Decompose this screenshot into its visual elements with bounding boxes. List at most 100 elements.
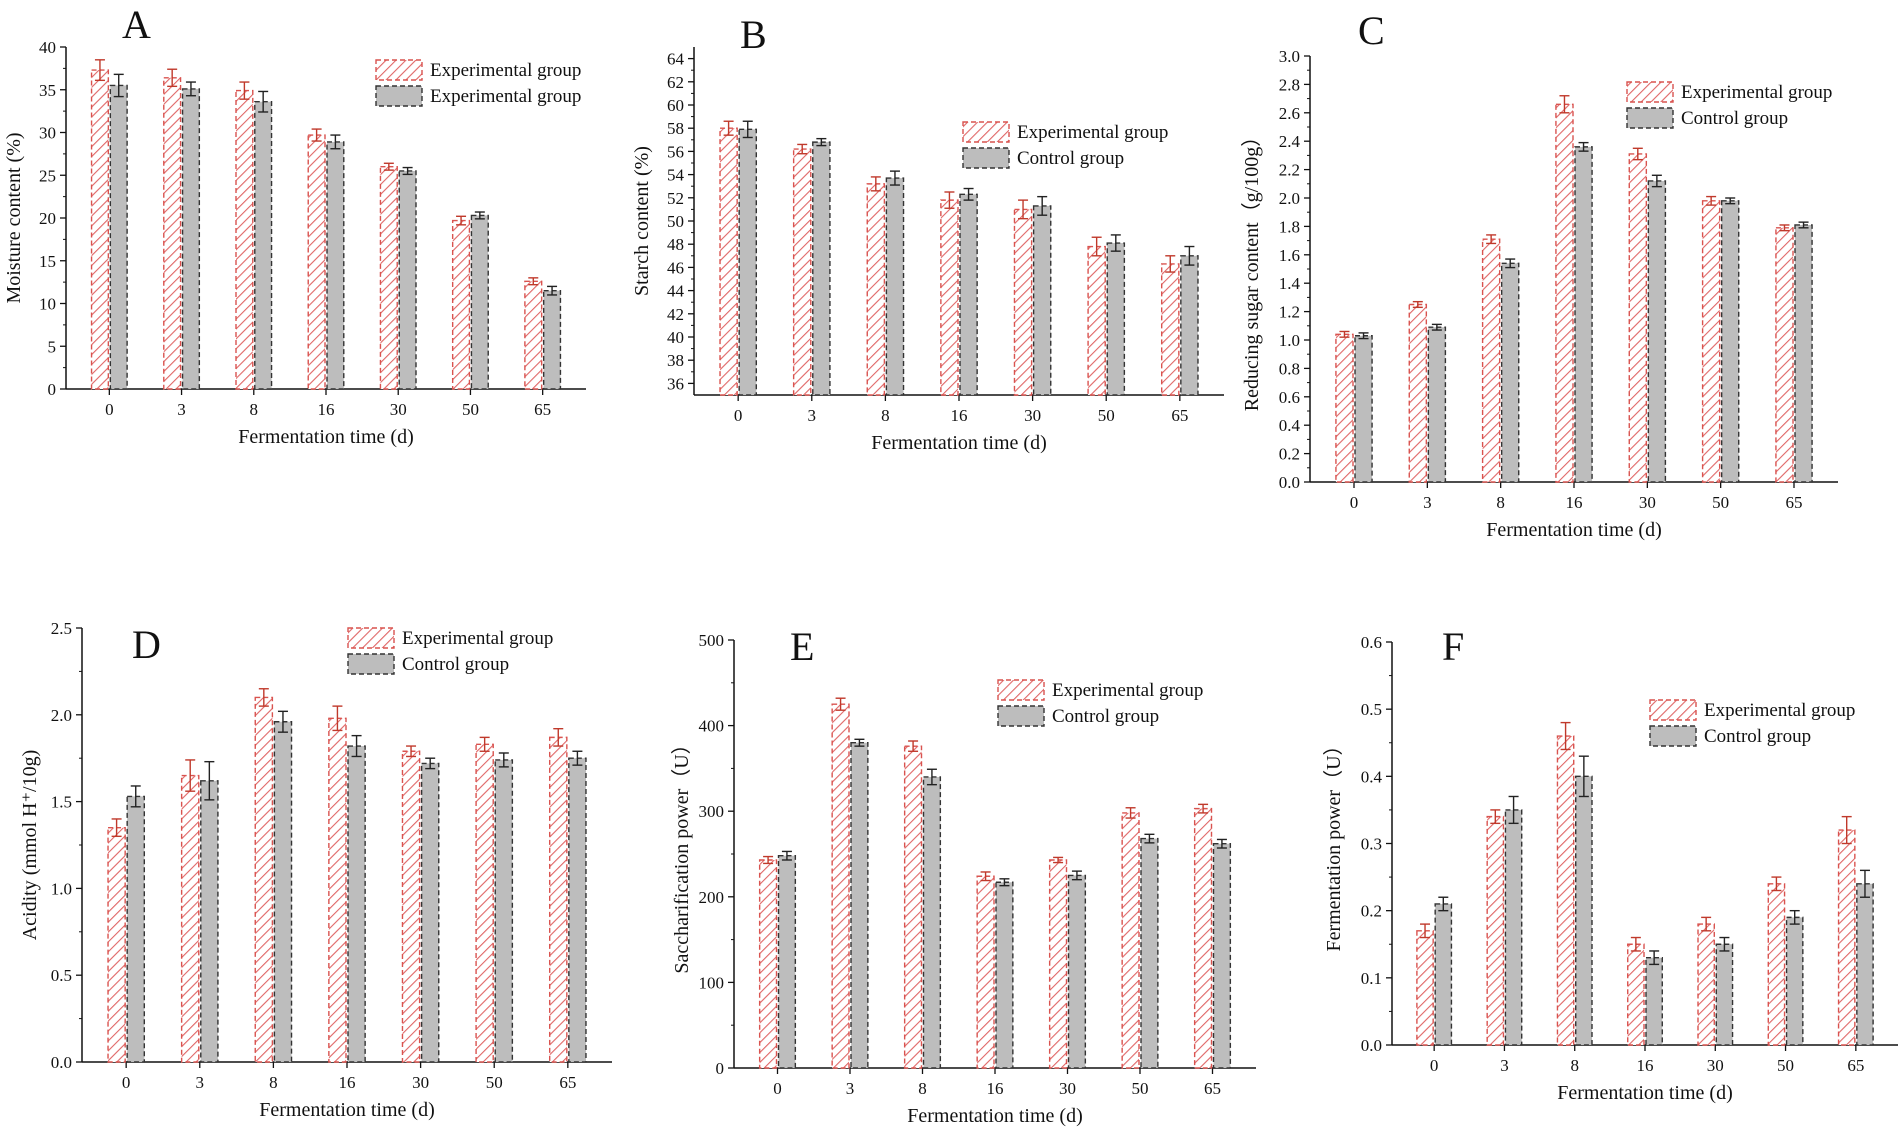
x-axis-title: Fermentation time (d) bbox=[1486, 519, 1662, 541]
legend-label: Experimental group bbox=[430, 60, 581, 81]
y-tick-label: 0.0 bbox=[1279, 473, 1300, 492]
bar-experimental bbox=[1628, 153, 1648, 483]
bar-experimental bbox=[1556, 735, 1575, 1046]
y-tick-label: 0 bbox=[48, 380, 57, 399]
x-tick-label: 0 bbox=[1350, 493, 1359, 512]
y-tick-label: 0.6 bbox=[1279, 388, 1300, 407]
bar-control bbox=[959, 193, 978, 396]
y-tick-label: 1.8 bbox=[1279, 217, 1300, 236]
legend: Experimental group Control group bbox=[962, 121, 1168, 169]
x-tick-label: 16 bbox=[318, 400, 335, 419]
bar-experimental bbox=[792, 148, 812, 396]
bar-experimental bbox=[254, 696, 274, 1063]
bar-control bbox=[494, 759, 514, 1063]
y-tick-label: 1.6 bbox=[1279, 246, 1300, 265]
y-axis-title: Acidity (mmol H⁺/10g) bbox=[19, 750, 41, 941]
x-tick-label: 0 bbox=[1430, 1056, 1439, 1075]
bar-control bbox=[1574, 146, 1593, 483]
x-tick-label: 50 bbox=[462, 400, 479, 419]
x-tick-label: 16 bbox=[339, 1073, 356, 1092]
x-tick-label: 8 bbox=[881, 406, 890, 425]
y-tick-label: 60 bbox=[667, 96, 684, 115]
bar-experimental bbox=[1767, 883, 1786, 1046]
x-tick-label: 3 bbox=[1500, 1056, 1509, 1075]
panel-letter: F bbox=[1442, 624, 1464, 669]
y-tick-label: 54 bbox=[667, 166, 685, 185]
y-tick-label: 44 bbox=[667, 282, 685, 301]
bar-control bbox=[200, 780, 219, 1063]
y-tick-label: 0.3 bbox=[1361, 835, 1382, 854]
bar-experimental bbox=[107, 826, 126, 1063]
bar-control bbox=[922, 776, 942, 1069]
y-tick-label: 1.0 bbox=[1279, 331, 1300, 350]
y-tick-label: 42 bbox=[667, 305, 684, 324]
bar-control bbox=[1354, 335, 1373, 483]
y-tick-label: 10 bbox=[39, 295, 56, 314]
bar-control bbox=[1180, 255, 1199, 396]
y-tick-label: 2.0 bbox=[1279, 189, 1300, 208]
y-tick-label: 0.4 bbox=[1279, 416, 1301, 435]
panel-letter: E bbox=[790, 624, 814, 669]
legend-label: Experimental group bbox=[1681, 82, 1832, 103]
y-tick-label: 0.5 bbox=[51, 966, 72, 985]
bar-control bbox=[1427, 326, 1447, 483]
y-tick-label: 0.0 bbox=[51, 1053, 72, 1072]
legend-swatch-control bbox=[347, 653, 395, 675]
bar-experimental bbox=[719, 127, 738, 396]
x-tick-label: 0 bbox=[773, 1079, 782, 1098]
x-tick-label: 3 bbox=[808, 406, 817, 425]
bar-control bbox=[1794, 224, 1813, 483]
y-axis-title: Reducing sugar content（g/100g） bbox=[1240, 127, 1263, 411]
bar-experimental bbox=[1555, 103, 1574, 483]
bar-experimental bbox=[1486, 815, 1505, 1046]
legend-swatch-experimental bbox=[347, 627, 395, 649]
legend: Experimental group Control group bbox=[1649, 699, 1855, 747]
x-tick-label: 65 bbox=[1847, 1056, 1864, 1075]
x-tick-label: 3 bbox=[846, 1079, 855, 1098]
y-tick-label: 0.1 bbox=[1361, 969, 1382, 988]
legend-label: Experimental group bbox=[1052, 680, 1203, 701]
legend-label: Control group bbox=[1704, 726, 1811, 747]
x-tick-label: 16 bbox=[1637, 1056, 1654, 1075]
bar-experimental bbox=[548, 736, 568, 1063]
legend-swatch-control bbox=[1649, 725, 1697, 747]
bar-control bbox=[326, 141, 345, 390]
bar-experimental bbox=[1481, 238, 1501, 483]
legend-label: Experimental group bbox=[1704, 700, 1855, 721]
x-tick-label: 50 bbox=[1098, 406, 1115, 425]
x-axis-title: Fermentation time (d) bbox=[238, 426, 414, 448]
x-tick-label: 3 bbox=[177, 400, 186, 419]
legend-swatch-control bbox=[962, 147, 1010, 169]
bar-control bbox=[777, 855, 797, 1069]
legend-label: Experimental group bbox=[402, 628, 553, 649]
bar-experimental bbox=[866, 183, 886, 396]
x-tick-label: 30 bbox=[1639, 493, 1656, 512]
y-tick-label: 40 bbox=[39, 38, 56, 57]
y-tick-label: 40 bbox=[667, 328, 684, 347]
y-tick-label: 15 bbox=[39, 252, 56, 271]
bar-control bbox=[1645, 956, 1663, 1046]
x-tick-label: 30 bbox=[1059, 1079, 1076, 1098]
bar-experimental bbox=[90, 69, 110, 390]
bar-experimental bbox=[1013, 208, 1033, 396]
x-tick-label: 8 bbox=[269, 1073, 278, 1092]
bar-control bbox=[1720, 200, 1740, 483]
y-tick-label: 1.4 bbox=[1279, 274, 1301, 293]
bar-experimental bbox=[163, 77, 182, 390]
y-tick-label: 0.8 bbox=[1279, 359, 1300, 378]
y-tick-label: 0 bbox=[716, 1059, 725, 1078]
legend-label: Control group bbox=[1681, 108, 1788, 129]
bar-control bbox=[568, 757, 587, 1063]
x-tick-label: 30 bbox=[390, 400, 407, 419]
legend: Experimental group Control group bbox=[347, 627, 553, 675]
bar-control bbox=[738, 128, 758, 396]
legend-swatch-experimental bbox=[962, 121, 1010, 143]
x-tick-label: 8 bbox=[1496, 493, 1505, 512]
bar-control bbox=[1785, 916, 1804, 1046]
x-axis-title: Fermentation time (d) bbox=[259, 1099, 435, 1121]
bar-control bbox=[254, 101, 273, 390]
bar-experimental bbox=[903, 745, 923, 1069]
y-tick-label: 38 bbox=[667, 351, 684, 370]
bar-control bbox=[1140, 837, 1159, 1069]
legend-swatch-control bbox=[1626, 107, 1674, 129]
